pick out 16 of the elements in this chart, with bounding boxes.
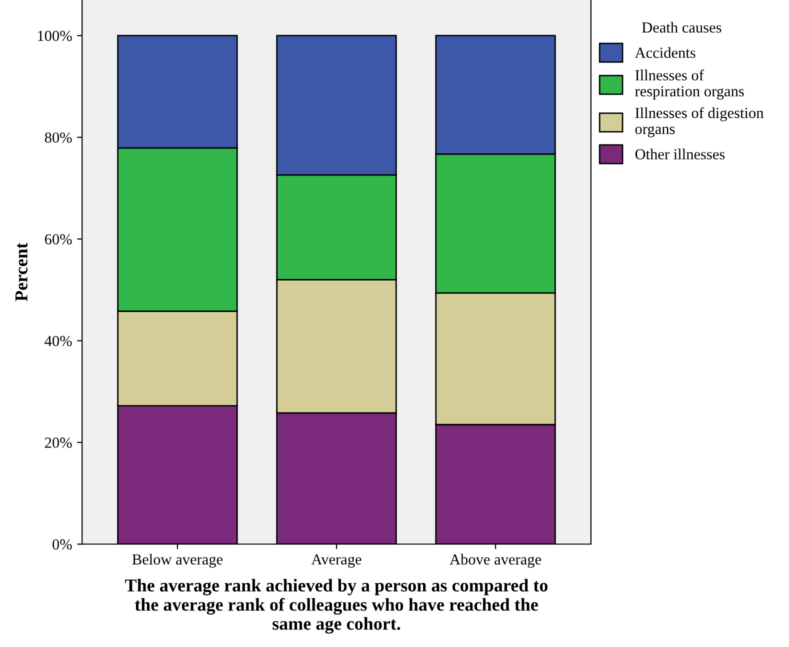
y-tick-label: 100% (38, 30, 72, 42)
y-tick-label: 80% (44, 132, 72, 143)
x-tick-label: Above average (450, 554, 542, 568)
legend-label: Illnesses of respiration organs (635, 70, 744, 100)
x-axis-title: The average rank achieved by a person as compared to the average rank of colleagues who have reached the same age cohort. (125, 578, 548, 634)
y-tick-label: 60% (44, 234, 72, 245)
legend-label: Other illnesses (635, 148, 725, 160)
y-tick-label: 0% (52, 539, 72, 550)
legend-label: Accidents (634, 47, 696, 58)
x-tick-label: Average (311, 554, 362, 568)
legend-title: Death causes (642, 22, 722, 33)
x-tick-label: Below average (132, 554, 223, 568)
y-tick-label: 20% (45, 438, 72, 448)
y-tick-label: 40% (44, 336, 72, 346)
legend-label: Illnesses of digestion organs (635, 107, 764, 138)
y-axis-title: Percent (15, 242, 28, 302)
